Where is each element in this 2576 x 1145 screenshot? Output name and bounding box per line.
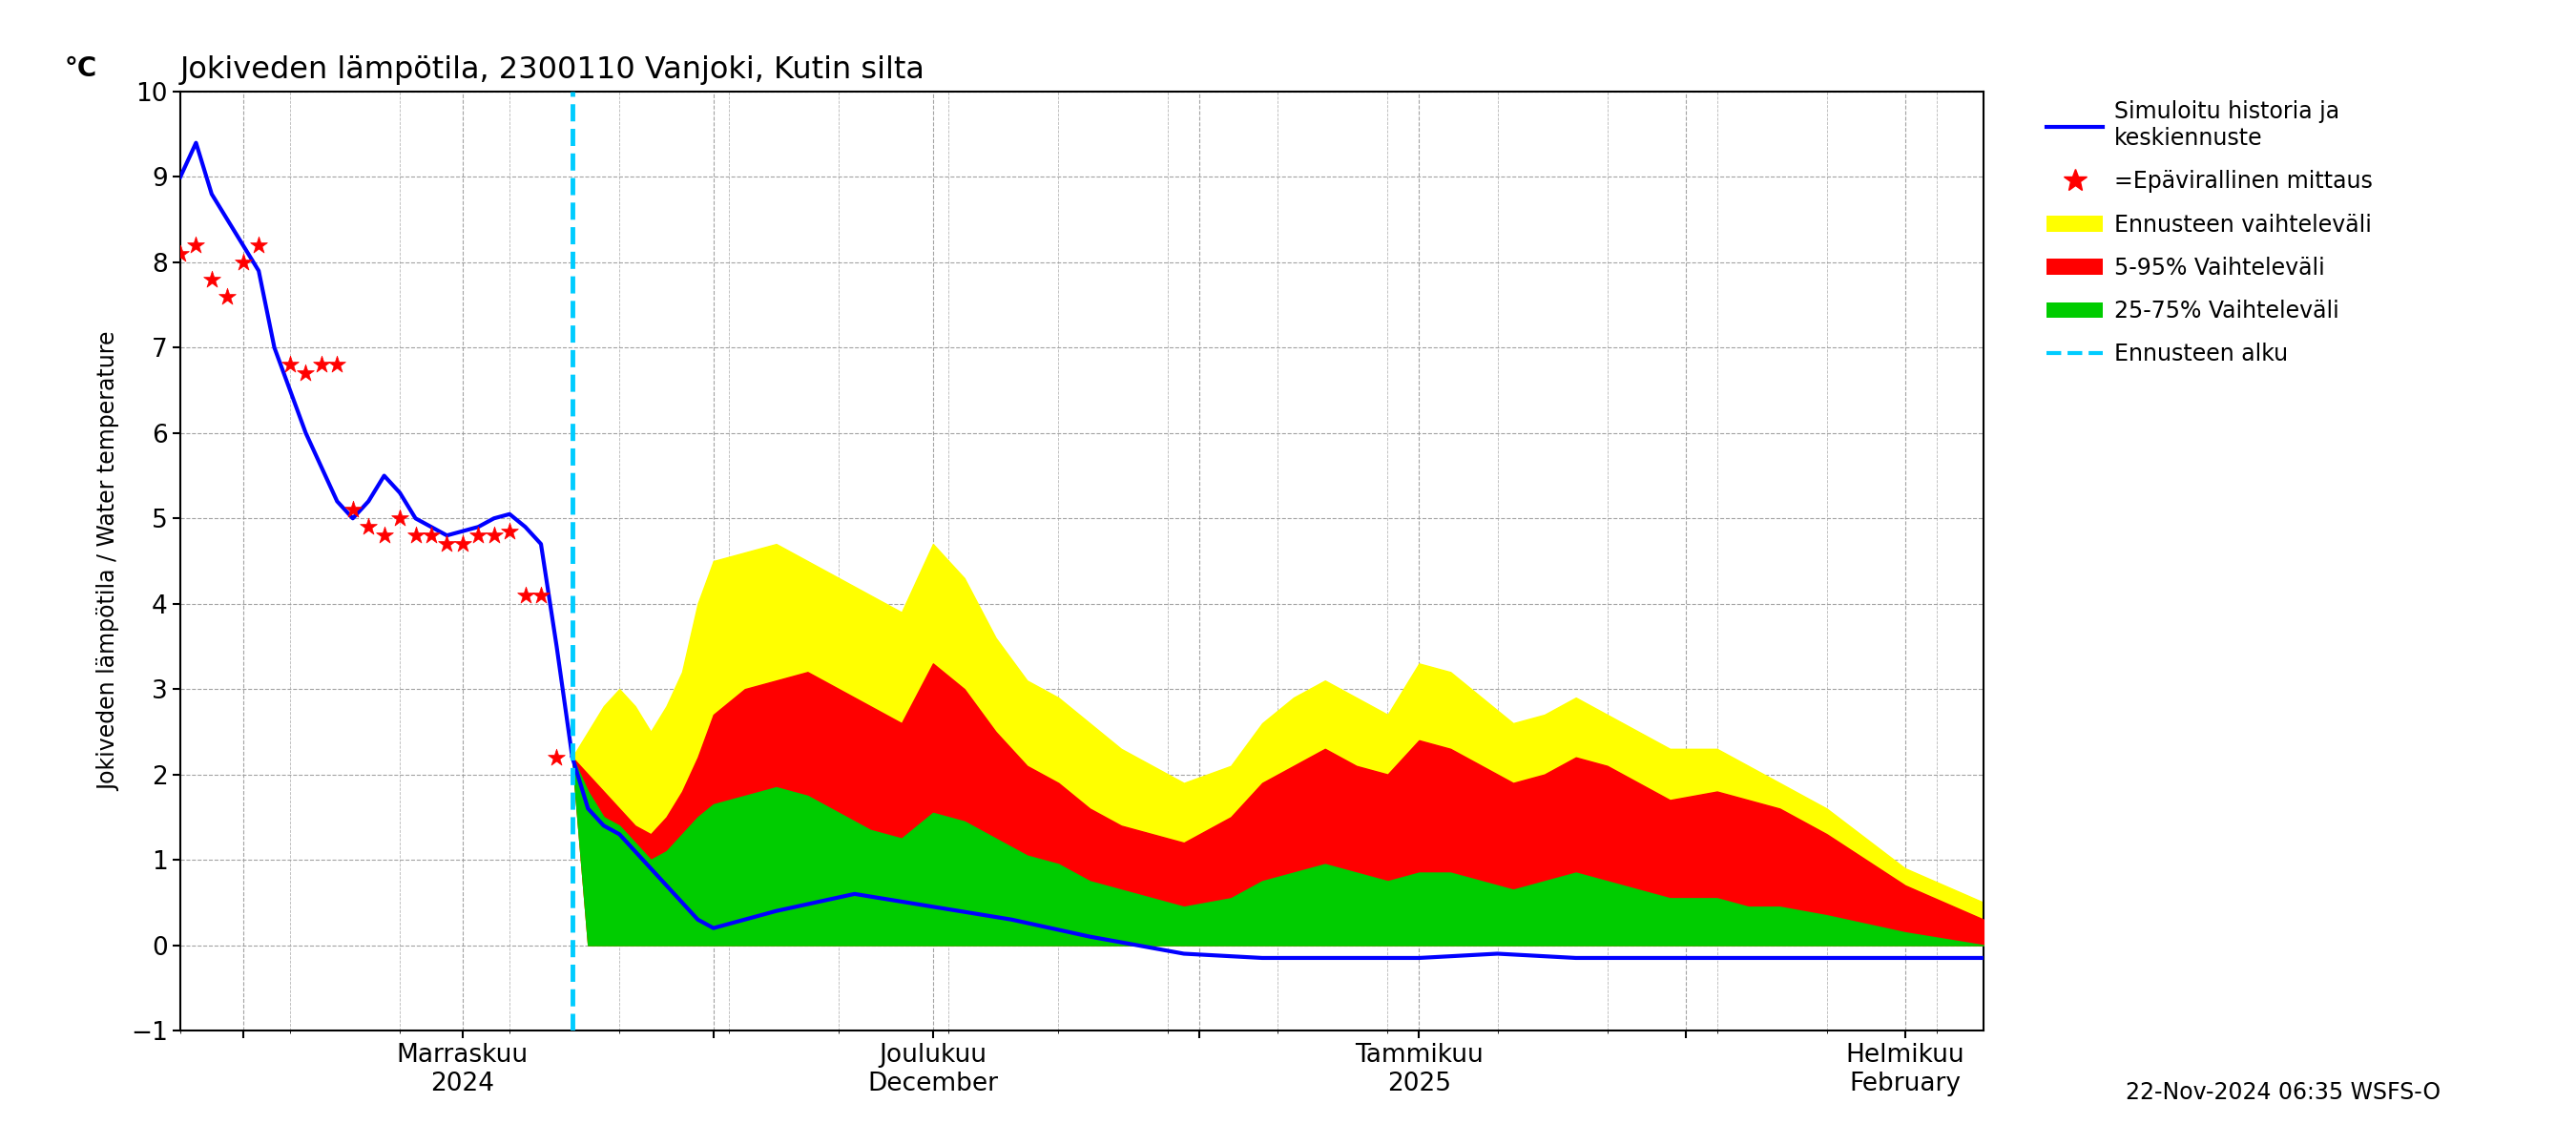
Point: [286, 364, 327, 382]
Text: °C: °C: [64, 55, 98, 82]
Point: [459, 527, 500, 545]
Point: [394, 527, 435, 545]
Point: [348, 518, 389, 536]
Point: [489, 522, 531, 540]
Point: [520, 586, 562, 605]
Y-axis label: Jokiveden lämpötila / Water temperature: Jokiveden lämpötila / Water temperature: [98, 331, 121, 791]
Point: [237, 236, 278, 254]
Point: [206, 287, 247, 306]
Point: [379, 510, 420, 528]
Point: [222, 253, 263, 271]
Point: [536, 748, 577, 766]
Point: [191, 270, 232, 289]
Point: [425, 535, 466, 553]
Point: [474, 527, 515, 545]
Point: [443, 535, 484, 553]
Text: 22-Nov-2024 06:35 WSFS-O: 22-Nov-2024 06:35 WSFS-O: [2125, 1081, 2439, 1104]
Point: [410, 527, 451, 545]
Point: [505, 586, 546, 605]
Point: [301, 356, 343, 374]
Legend: Simuloitu historia ja
keskiennuste, =Epävirallinen mittaus, Ennusteen vaihtelevä: Simuloitu historia ja keskiennuste, =Epä…: [2038, 92, 2383, 374]
Point: [270, 356, 312, 374]
Point: [317, 356, 358, 374]
Text: Jokiveden lämpötila, 2300110 Vanjoki, Kutin silta: Jokiveden lämpötila, 2300110 Vanjoki, Ku…: [180, 55, 925, 85]
Point: [363, 527, 404, 545]
Point: [332, 500, 374, 519]
Point: [160, 245, 201, 263]
Point: [175, 236, 216, 254]
